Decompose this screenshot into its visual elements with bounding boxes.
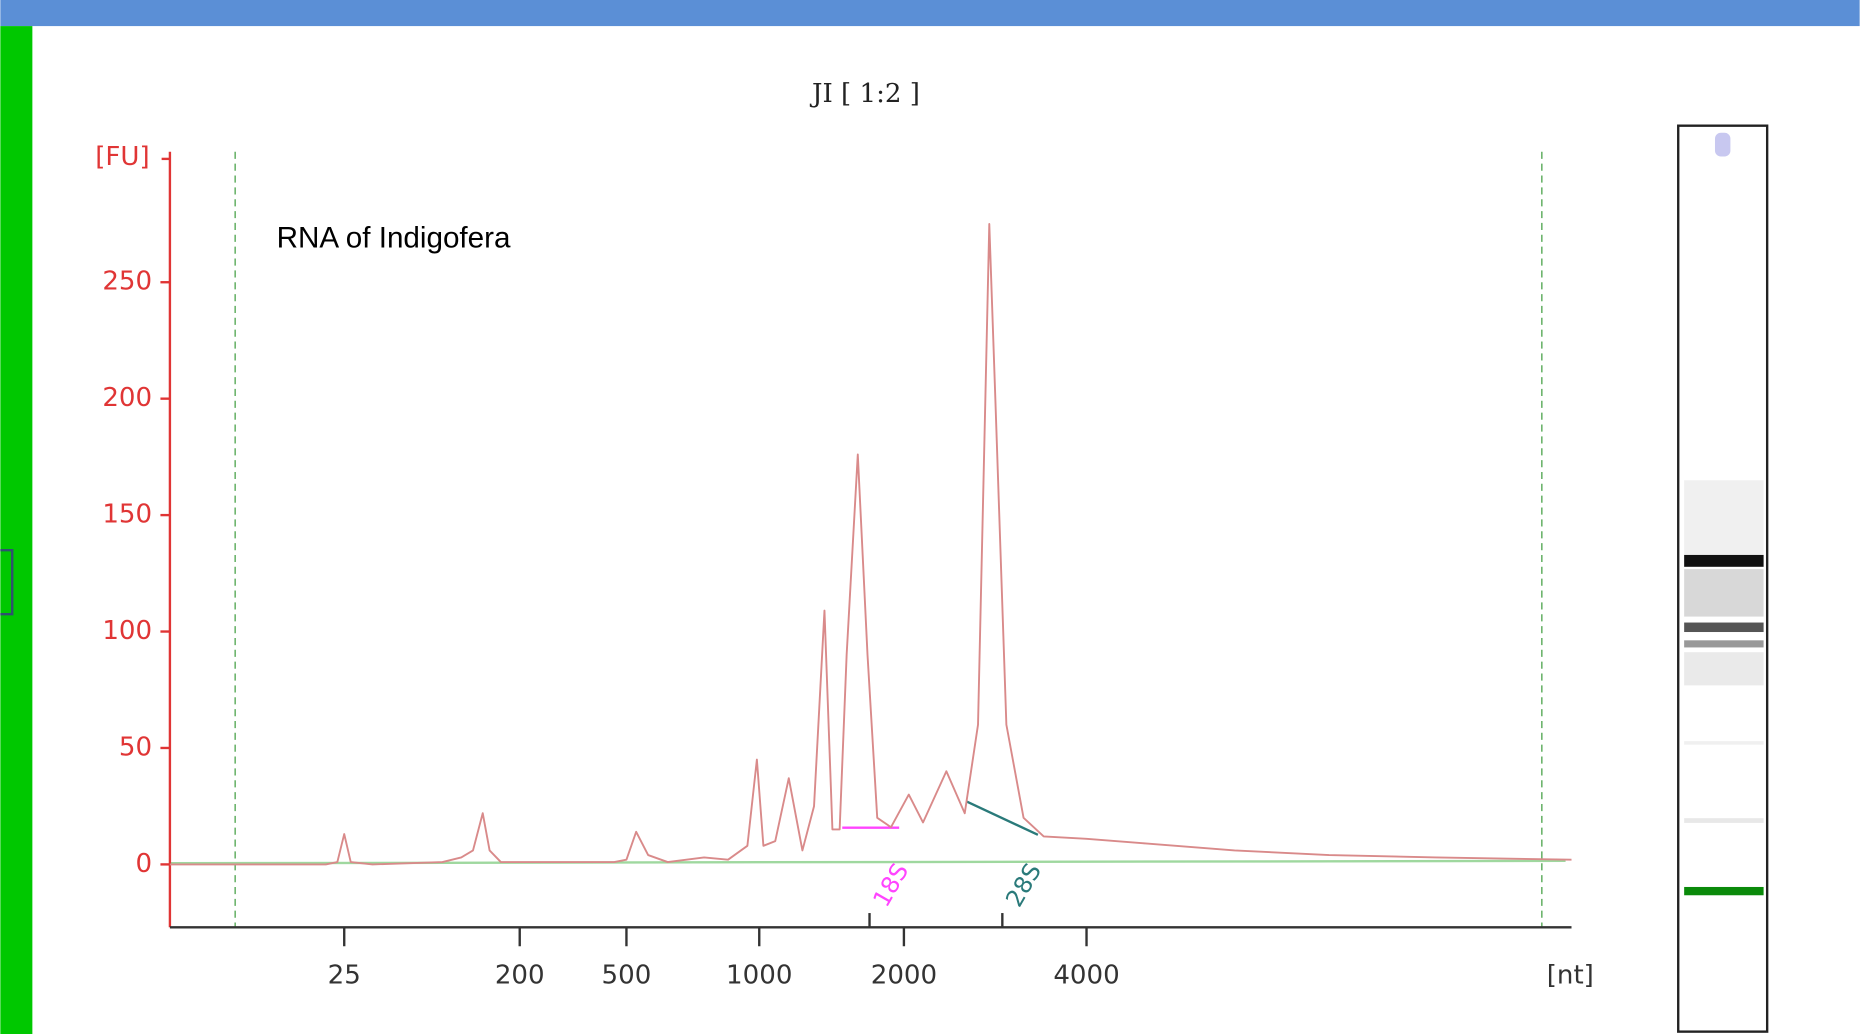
- gel-band: [1684, 741, 1763, 745]
- gel-band: [1684, 640, 1763, 647]
- x-axis-label: [nt]: [1547, 960, 1594, 990]
- gel-band: [1684, 652, 1763, 685]
- gel-band: [1684, 818, 1763, 823]
- x-tick-label: 1000: [726, 960, 792, 990]
- annotation: RNA of Indigofera: [277, 221, 511, 254]
- y-tick-label: 200: [102, 383, 152, 413]
- y-tick-label: 150: [102, 500, 152, 530]
- gel-band: [1684, 480, 1763, 563]
- x-tick-label: 4000: [1053, 960, 1119, 990]
- y-tick-label: 100: [102, 616, 152, 646]
- x-tick-label: 500: [602, 960, 652, 990]
- page: [FU] [nt] JI [ 1:2 ] RNA of Indigofera 1…: [0, 0, 1860, 1034]
- gel-band: [1684, 623, 1763, 632]
- y-axis-label: [FU]: [95, 142, 149, 172]
- y-tick-label: 0: [136, 849, 153, 879]
- chart-title: JI [ 1:2 ]: [809, 79, 920, 109]
- y-tick-label: 50: [119, 732, 152, 762]
- header-bar: [0, 0, 1859, 26]
- gel-lane: [1678, 126, 1767, 1032]
- side-bar: [0, 26, 32, 1034]
- gel-band: [1684, 887, 1763, 895]
- x-tick-label: 200: [495, 960, 545, 990]
- gel-band: [1715, 133, 1730, 157]
- background: [0, 0, 1859, 1034]
- gel-band: [1684, 555, 1763, 567]
- x-tick-label: 2000: [871, 960, 937, 990]
- x-tick-label: 25: [328, 960, 361, 990]
- gel-band: [1684, 569, 1763, 616]
- y-tick-label: 250: [102, 267, 152, 297]
